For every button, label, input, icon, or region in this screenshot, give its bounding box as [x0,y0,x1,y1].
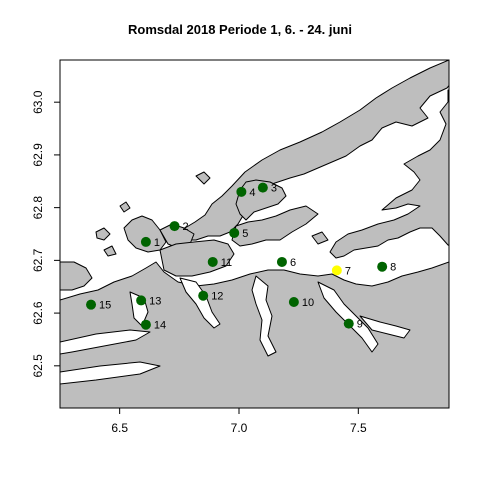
fjord-layer [60,275,411,385]
y-tick-label: 62.9 [31,143,45,167]
fjord-east-1 [359,315,411,339]
station-label-8: 8 [390,262,396,274]
station-marker-15[interactable] [86,299,97,310]
station-marker-10[interactable] [288,297,299,308]
land-islet-d [311,231,329,245]
station-label-9: 9 [357,319,363,331]
y-axis: 62.5 62.6 62.7 62.8 62.9 63.0 [31,90,60,377]
station-marker-8[interactable] [377,261,388,272]
fjord-south-6 [60,361,161,385]
plot-frame [59,59,450,409]
station-marker-9[interactable] [343,318,354,329]
fjord-south-3 [317,281,379,353]
land-islet-b [119,201,131,213]
station-marker-5[interactable] [229,227,240,238]
station-label-5: 5 [242,228,248,240]
station-marker-4[interactable] [236,186,247,197]
station-label-12: 12 [211,291,223,303]
land-islet-a [95,227,111,241]
station-label-15: 15 [99,300,111,312]
station-marker-12[interactable] [198,290,209,301]
y-tick-label: 62.8 [31,196,45,220]
x-tick-label: 7.5 [350,421,367,435]
station-marker-1[interactable] [140,236,151,247]
station-label-4: 4 [249,187,255,199]
x-tick-label: 6.5 [111,421,128,435]
station-marker-2[interactable] [169,221,180,232]
station-marker-7[interactable] [331,265,342,276]
land-central-north [231,205,319,247]
station-label-14: 14 [154,320,166,332]
x-tick-label: 7.0 [231,421,248,435]
station-marker-14[interactable] [140,319,151,330]
land-island-11 [159,239,235,277]
y-tick-label: 62.6 [31,301,45,325]
station-label-7: 7 [345,265,351,277]
land-south [60,261,449,408]
y-tick-label: 62.7 [31,248,45,272]
land-layer [60,60,449,408]
land-islet-c [195,171,211,185]
station-label-3: 3 [271,183,277,195]
land-island-15 [60,261,93,291]
fjord-south-5 [60,329,151,355]
station-label-13: 13 [149,295,161,307]
y-tick-label: 62.5 [31,354,45,378]
land-island-34 [235,179,287,221]
station-marker-6[interactable] [276,256,287,267]
station-label-10: 10 [302,297,314,309]
station-label-1: 1 [154,237,160,249]
station-label-2: 2 [183,221,189,233]
map-title: Romsdal 2018 Periode 1, 6. - 24. juni [128,22,352,37]
fjord-south-1 [179,277,221,329]
x-axis: 6.5 7.0 7.5 [111,408,367,435]
fjord-south-2 [251,275,277,357]
station-label-6: 6 [290,257,296,269]
station-marker-11[interactable] [207,256,218,267]
station-label-11: 11 [221,257,232,269]
land-northeast [329,89,449,259]
land-island-west-1 [123,215,167,253]
y-tick-label: 63.0 [31,90,45,114]
station-marker-13[interactable] [136,295,147,306]
station-marker-3[interactable] [257,182,268,193]
land-islet-e [103,245,117,257]
